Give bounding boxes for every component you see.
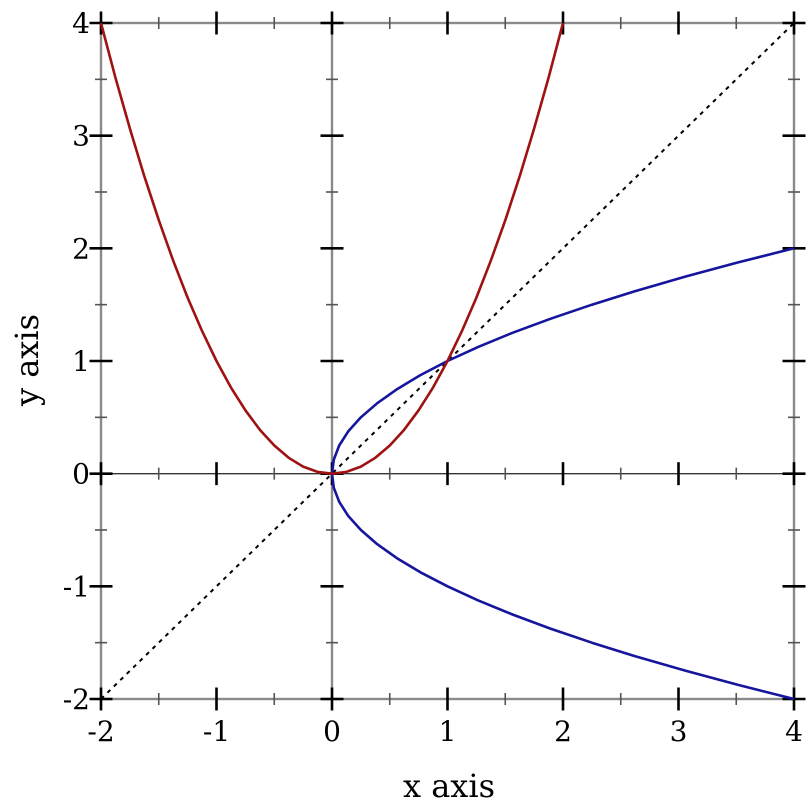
x-tick-label: -1 [203,715,230,748]
y-tick-label: 3 [72,120,90,153]
x-tick-label: 0 [323,715,341,748]
y-tick-label: 2 [72,232,90,265]
y-tick-label: 1 [72,345,90,378]
x-tick-label: 3 [670,715,688,748]
x-axis-title: x axis [403,767,495,805]
y-tick-label: 0 [72,458,90,491]
x-tick-label: 2 [554,715,572,748]
y-tick-label: 4 [72,7,90,40]
y-tick-label: -1 [63,570,90,603]
x-tick-label: -2 [87,715,114,748]
y-tick-label: -2 [63,683,90,716]
x-tick-label: 4 [785,715,803,748]
x-tick-label: 1 [439,715,457,748]
series-parabola [99,22,565,476]
y-axis-title: y axis [8,313,46,407]
